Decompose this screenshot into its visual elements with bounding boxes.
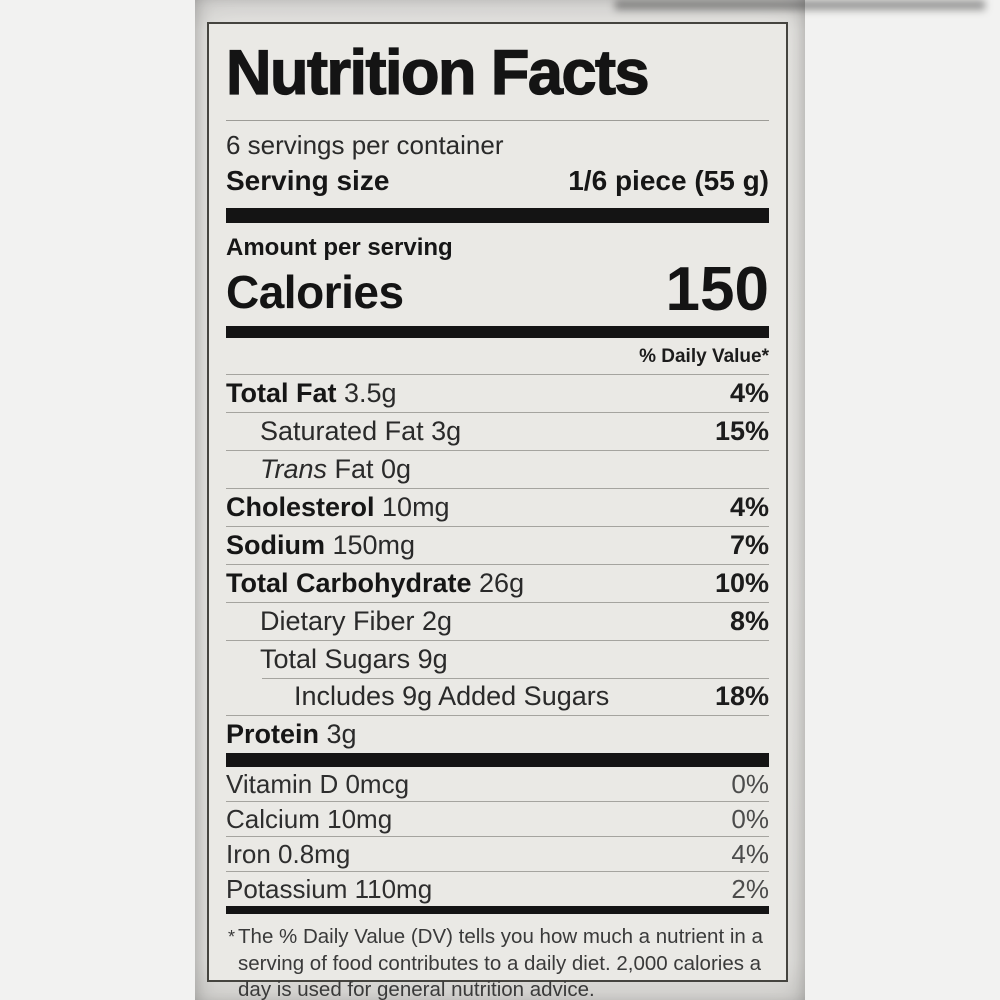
nutrient-row-added-sugars: Includes 9g Added Sugars 18% [226, 678, 769, 715]
micronutrient-daily-value: 0% [731, 768, 769, 799]
nutrient-name-bold: Total Fat [226, 378, 337, 408]
nutrient-row-total-sugars: Total Sugars 9g [226, 640, 769, 678]
nutrient-name: Saturated Fat 3g [226, 416, 461, 447]
nutrient-name: Protein 3g [226, 719, 357, 750]
serving-size-row: Serving size 1/6 piece (55 g) [226, 162, 769, 199]
micronutrient-daily-value: 0% [731, 803, 769, 834]
nutrient-amount: Saturated Fat 3g [260, 416, 462, 446]
nutrient-name-bold: Protein [226, 719, 320, 749]
footnote-asterisk: * [228, 927, 236, 947]
nutrient-name-bold: Cholesterol [226, 492, 375, 522]
thick-divider-4 [226, 906, 769, 914]
daily-value-footnote: * The % Daily Value (DV) tells you how m… [226, 914, 769, 1000]
nutrient-row-protein: Protein 3g [226, 715, 769, 753]
nutrient-amount: 26g [471, 568, 525, 598]
nutrient-daily-value: 4% [729, 378, 769, 408]
micronutrient-row-calcium: Calcium 10mg 0% [226, 801, 769, 836]
thick-divider-1 [226, 208, 769, 223]
footnote-text: The % Daily Value (DV) tells you how muc… [238, 925, 763, 1000]
servings-per-container: 6 servings per container [226, 130, 504, 160]
micronutrient-name: Iron 0.8mg [226, 838, 351, 869]
nutrient-daily-value: 15% [714, 416, 769, 446]
nutrient-daily-value: 18% [714, 681, 769, 711]
nutrient-daily-value: 4% [729, 492, 769, 522]
nutrient-amount: 3.5g [336, 378, 397, 408]
micronutrient-row-iron: Iron 0.8mg 4% [226, 836, 769, 871]
micronutrient-name: Potassium 110mg [226, 873, 433, 904]
nutrient-name-bold: Total Carbohydrate [226, 568, 472, 598]
calories-label: Calories [226, 266, 404, 318]
micronutrient-name: Vitamin D 0mcg [226, 768, 410, 799]
serving-size-label: Serving size [226, 165, 390, 196]
micronutrient-daily-value: 2% [731, 873, 769, 904]
nutrition-facts-label: Nutrition Facts 6 servings per container… [207, 22, 788, 1000]
micronutrient-name: Calcium 10mg [226, 803, 393, 834]
nutrient-row-cholesterol: Cholesterol 10mg 4% [226, 488, 769, 526]
nutrient-name: Trans Fat 0g [226, 454, 411, 485]
nutrient-amount: 150mg [325, 530, 416, 560]
calories-row: Calories 150 [226, 259, 769, 321]
label-title: Nutrition Facts [225, 37, 650, 108]
nutrient-daily-value: 10% [714, 568, 769, 598]
nutrient-name-bold: Sodium [226, 530, 325, 560]
nutrient-row-total-carbohydrate: Total Carbohydrate 26g 10% [226, 564, 769, 602]
nutrient-amount: 3g [319, 719, 357, 749]
package-edge-shadow [615, 0, 985, 10]
nutrient-amount: Fat 0g [327, 454, 412, 484]
thick-divider-2 [226, 326, 769, 338]
thick-divider-3 [226, 753, 769, 767]
nutrient-name: Includes 9g Added Sugars [226, 681, 609, 712]
nutrient-daily-value: 8% [729, 606, 769, 636]
nutrient-amount: Total Sugars 9g [260, 644, 448, 674]
amount-per-serving-label: Amount per serving [226, 234, 453, 261]
micronutrient-row-potassium: Potassium 110mg 2% [226, 871, 769, 906]
nutrient-row-dietary-fiber: Dietary Fiber 2g 8% [226, 602, 769, 640]
micronutrient-daily-value: 4% [731, 838, 769, 869]
nutrient-name: Sodium 150mg [226, 530, 415, 561]
nutrient-row-sodium: Sodium 150mg 7% [226, 526, 769, 564]
nutrient-amount: 10mg [374, 492, 450, 522]
micronutrient-row-vitamin-d: Vitamin D 0mcg 0% [226, 767, 769, 801]
calories-value: 150 [665, 255, 769, 324]
nutrient-name: Cholesterol 10mg [226, 492, 450, 523]
nutrient-row-saturated-fat: Saturated Fat 3g 15% [226, 412, 769, 450]
nutrient-name: Total Sugars 9g [226, 644, 448, 675]
nutrient-row-trans-fat: Trans Fat 0g [226, 450, 769, 488]
daily-value-header: % Daily Value* [639, 346, 769, 367]
serving-size-value: 1/6 piece (55 g) [568, 165, 769, 196]
nutrient-name-italic: Trans [260, 454, 328, 484]
nutrient-name: Total Fat 3.5g [226, 378, 397, 409]
nutrient-amount: Includes 9g Added Sugars [294, 681, 610, 711]
title-divider [226, 120, 769, 121]
nutrient-name: Total Carbohydrate 26g [226, 568, 524, 599]
nutrient-name: Dietary Fiber 2g [226, 606, 452, 637]
nutrient-daily-value: 7% [729, 530, 769, 560]
nutrient-row-total-fat: Total Fat 3.5g 4% [226, 374, 769, 412]
nutrient-amount: Dietary Fiber 2g [260, 606, 453, 636]
